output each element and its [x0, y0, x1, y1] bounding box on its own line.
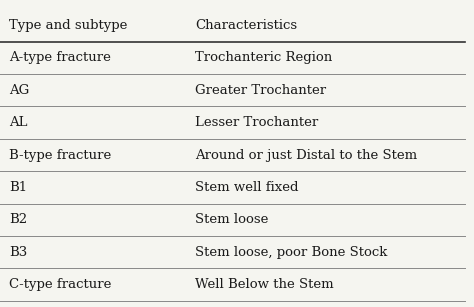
Text: B-type fracture: B-type fracture: [9, 149, 111, 161]
Text: Trochanteric Region: Trochanteric Region: [195, 51, 333, 64]
Text: A-type fracture: A-type fracture: [9, 51, 111, 64]
Text: Greater Trochanter: Greater Trochanter: [195, 84, 327, 97]
Text: Stem well fixed: Stem well fixed: [195, 181, 299, 194]
Text: Around or just Distal to the Stem: Around or just Distal to the Stem: [195, 149, 418, 161]
Text: Stem loose: Stem loose: [195, 213, 269, 226]
Text: B1: B1: [9, 181, 27, 194]
Text: Characteristics: Characteristics: [195, 19, 297, 32]
Text: Type and subtype: Type and subtype: [9, 19, 128, 32]
Text: Well Below the Stem: Well Below the Stem: [195, 278, 334, 291]
Text: C-type fracture: C-type fracture: [9, 278, 112, 291]
Text: AG: AG: [9, 84, 29, 97]
Text: B2: B2: [9, 213, 27, 226]
Text: B3: B3: [9, 246, 27, 259]
Text: Stem loose, poor Bone Stock: Stem loose, poor Bone Stock: [195, 246, 388, 259]
Text: Lesser Trochanter: Lesser Trochanter: [195, 116, 319, 129]
Text: AL: AL: [9, 116, 28, 129]
